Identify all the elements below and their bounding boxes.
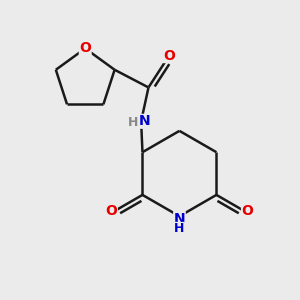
Text: O: O	[79, 41, 91, 56]
Text: O: O	[163, 49, 175, 63]
Text: N: N	[139, 114, 151, 128]
Text: H: H	[174, 222, 184, 235]
Text: H: H	[128, 116, 138, 129]
Text: O: O	[106, 204, 117, 218]
Text: O: O	[242, 204, 254, 218]
Text: N: N	[174, 212, 185, 226]
